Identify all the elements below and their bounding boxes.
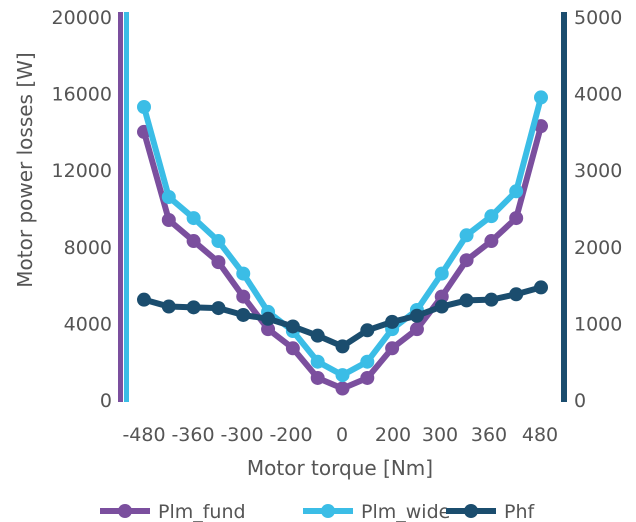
data-point	[137, 100, 151, 115]
x-tick-label: 480	[522, 424, 558, 446]
left-axis-bars	[118, 12, 129, 402]
legend: Plm_fund Plm_wide Phf	[100, 501, 535, 522]
data-point	[385, 314, 400, 329]
x-tick-label: 300	[422, 424, 458, 446]
legend-label: Plm_fund	[158, 501, 246, 522]
data-point	[310, 370, 325, 385]
legend-item: Plm_wide	[303, 501, 450, 522]
data-point	[335, 381, 350, 396]
series-group	[137, 90, 548, 396]
data-point	[236, 289, 251, 304]
data-point	[534, 280, 548, 295]
series-line	[143, 284, 542, 350]
x-axis-ticks: -480 -360 -300 -200 0 200 300 360 480	[122, 424, 558, 446]
data-point	[360, 354, 375, 369]
right-axis-bar	[561, 12, 567, 402]
data-point	[459, 293, 474, 308]
data-point	[409, 322, 424, 337]
data-point	[509, 184, 524, 199]
data-point	[285, 341, 300, 356]
data-point	[434, 299, 449, 314]
data-point	[211, 255, 226, 270]
data-point	[459, 228, 474, 243]
data-point	[484, 234, 499, 249]
y-tick-right-label: 0	[574, 390, 586, 412]
data-point	[161, 212, 176, 227]
data-point	[310, 354, 325, 369]
x-tick-label: -480	[122, 424, 165, 446]
data-point	[509, 211, 524, 226]
data-point	[335, 368, 350, 383]
data-point	[211, 234, 226, 249]
data-point	[360, 323, 375, 338]
legend-label: Phf	[504, 501, 535, 522]
x-tick-label: 200	[375, 424, 411, 446]
series-phf	[137, 280, 548, 354]
right-axis-bar	[561, 12, 567, 402]
data-point	[310, 328, 325, 343]
y-tick-left-label: 16000	[52, 84, 112, 106]
data-point	[261, 311, 276, 326]
x-tick-label: 0	[336, 424, 348, 446]
legend-item: Phf	[446, 501, 535, 522]
x-tick-label: 360	[471, 424, 507, 446]
x-axis-title: Motor torque [Nm]	[247, 456, 433, 480]
series-line	[141, 96, 544, 379]
y-tick-right-label: 5000	[574, 7, 622, 29]
y-tick-left-label: 12000	[52, 160, 112, 182]
data-point	[534, 90, 548, 105]
y-axis-left-ticks: 0 4000 8000 12000 16000 20000	[52, 7, 112, 412]
y-tick-right-label: 3000	[574, 160, 622, 182]
data-point	[434, 289, 449, 304]
data-point	[335, 339, 350, 354]
data-point	[186, 234, 201, 249]
y-tick-left-label: 20000	[52, 7, 112, 29]
y-tick-left-label: 0	[100, 390, 112, 412]
y-axis-title: Motor power losses [W]	[13, 52, 37, 287]
legend-swatch-marker	[321, 504, 335, 518]
data-point	[285, 319, 300, 334]
y-tick-left-label: 8000	[64, 237, 112, 259]
x-tick-label: -300	[220, 424, 263, 446]
y-tick-left-label: 4000	[64, 313, 112, 335]
data-point	[360, 370, 375, 385]
y-tick-right-label: 2000	[574, 237, 622, 259]
series-plm-wide	[137, 90, 548, 383]
legend-label: Plm_wide	[361, 501, 450, 522]
data-point	[161, 190, 176, 205]
data-point	[236, 266, 251, 281]
data-point	[211, 301, 226, 316]
data-point	[186, 211, 201, 226]
left-axis-bar-inner	[124, 12, 129, 402]
data-point	[161, 299, 176, 314]
x-tick-label: -200	[269, 424, 312, 446]
y-tick-right-label: 1000	[574, 313, 622, 335]
data-point	[236, 307, 251, 322]
data-point	[137, 292, 151, 307]
data-point	[409, 308, 424, 323]
data-point	[509, 287, 524, 302]
left-axis-bar-outer	[118, 12, 123, 402]
data-point	[261, 322, 276, 337]
legend-swatch-marker	[118, 504, 132, 518]
data-point	[434, 266, 449, 281]
y-tick-right-label: 4000	[574, 84, 622, 106]
data-point	[186, 300, 201, 315]
data-point	[459, 253, 474, 268]
legend-item: Plm_fund	[100, 501, 246, 522]
series-plm-fund	[137, 119, 548, 396]
x-tick-label: -360	[171, 424, 214, 446]
data-point	[484, 292, 499, 307]
data-point	[484, 209, 499, 224]
data-point	[385, 341, 400, 356]
y-axis-right-ticks: 0 1000 2000 3000 4000 5000	[574, 7, 622, 412]
legend-swatch-marker	[464, 504, 478, 518]
data-point	[534, 119, 548, 134]
